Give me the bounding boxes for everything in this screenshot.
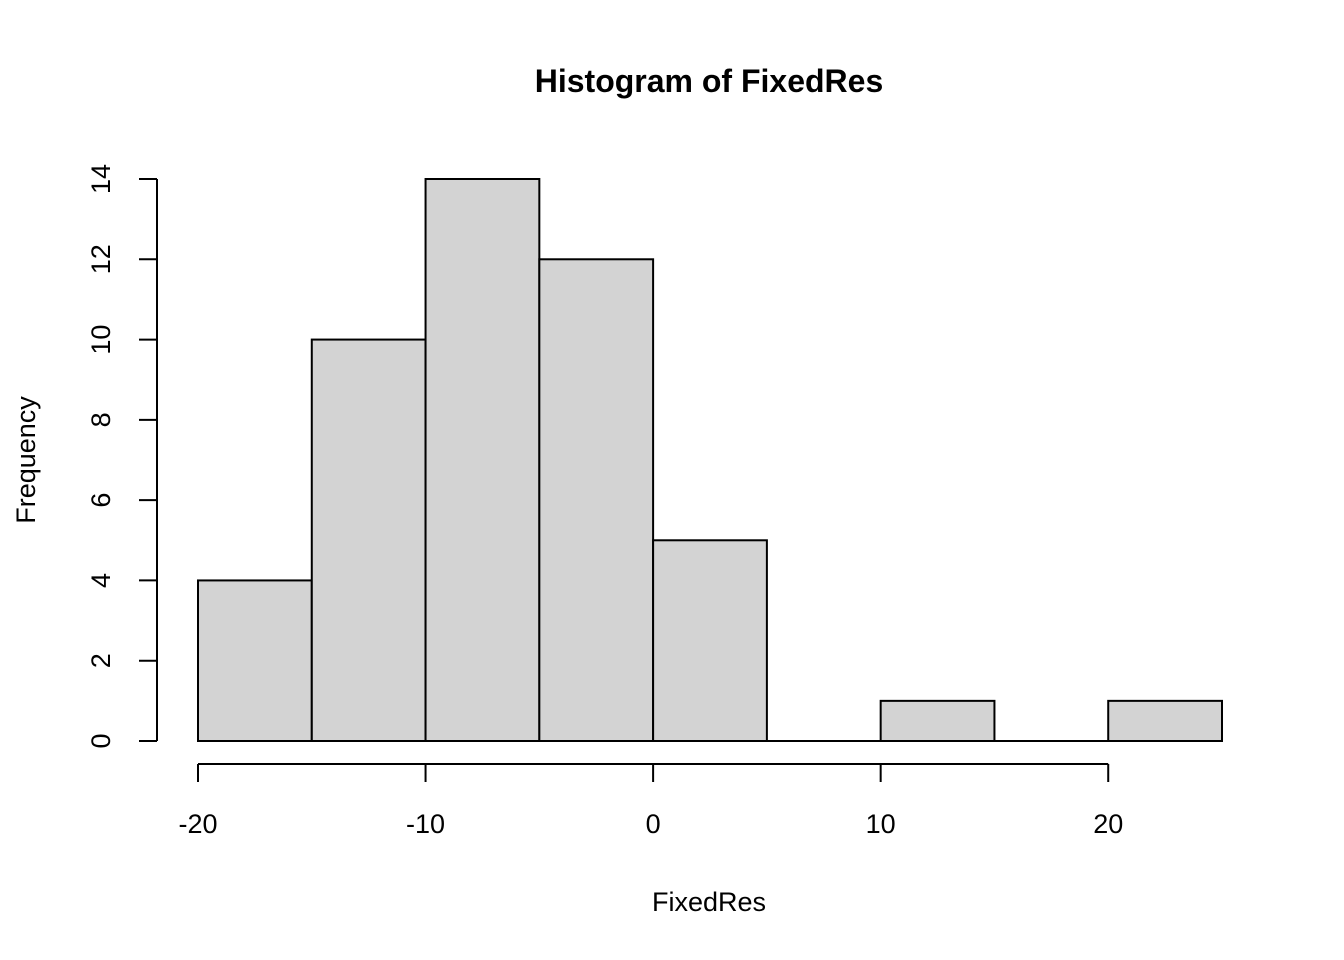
x-tick-label: -20 [178, 809, 217, 839]
x-axis: -20 -10 0 10 20 [178, 763, 1123, 839]
histogram-bar-6 [879, 699, 996, 742]
histogram-bar-3 [538, 258, 655, 742]
x-tick-label: -10 [406, 809, 445, 839]
y-axis: 0 2 4 6 8 10 12 14 [86, 164, 158, 749]
chart-title: Histogram of FixedRes [535, 63, 884, 99]
y-tick-label: 2 [86, 653, 116, 668]
histogram-bar-0 [197, 579, 313, 743]
y-tick-label: 6 [86, 493, 116, 508]
histogram-bar-8 [1107, 699, 1223, 742]
y-axis-label: Frequency [11, 396, 41, 524]
y-tick-label: 4 [86, 573, 116, 588]
histogram-bar-2 [424, 178, 541, 742]
histogram-bar-1 [310, 338, 427, 742]
bars-group [197, 178, 1223, 743]
y-tick-label: 14 [86, 164, 116, 194]
y-tick-label: 8 [86, 412, 116, 427]
x-axis-label: FixedRes [652, 887, 766, 917]
y-tick-label: 12 [86, 244, 116, 274]
x-tick-label: 20 [1093, 809, 1123, 839]
y-tick-label: 0 [86, 733, 116, 748]
histogram-bar-4 [652, 539, 768, 742]
y-tick-label: 10 [86, 325, 116, 355]
x-tick-label: 10 [866, 809, 896, 839]
x-tick-label: 0 [646, 809, 661, 839]
